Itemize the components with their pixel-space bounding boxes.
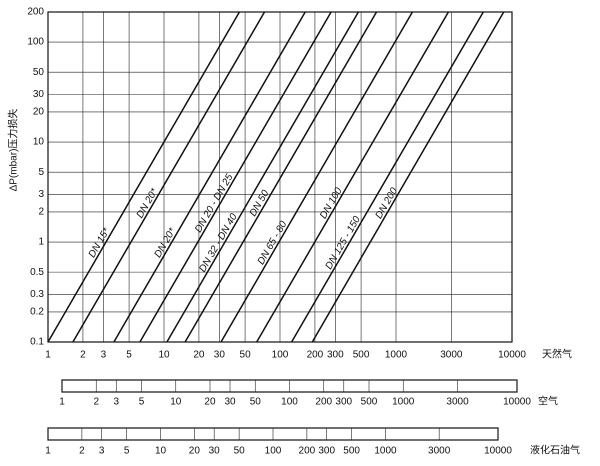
x-tick-label: 5 [126, 350, 132, 361]
line-label: DN 100 [318, 186, 345, 221]
scale-tick-label: 200 [299, 446, 316, 457]
y-tick-label: 0.5 [30, 267, 44, 278]
x-tick-label: 300 [327, 350, 344, 361]
scale-tick-label: 200 [315, 397, 332, 408]
line-label: DN 15* [87, 225, 113, 259]
scale-tick-label: 30 [209, 446, 221, 457]
scale-tick-label: 2 [79, 446, 85, 457]
scale-tick-label: 3000 [428, 446, 451, 457]
scale-tick-label: 10 [155, 446, 167, 457]
x-tick-label: 3000 [440, 350, 463, 361]
x-tick-label: 10 [158, 350, 170, 361]
scale-tick-label: 1000 [374, 446, 397, 457]
scale-tick-label: 10000 [484, 446, 512, 457]
scale-tick-label: 500 [361, 397, 378, 408]
scale-tick-label: 3 [113, 397, 119, 408]
line [113, 11, 306, 343]
x-tick-label: 30 [214, 350, 226, 361]
line [311, 11, 505, 343]
y-tick-label: 20 [33, 107, 45, 118]
x-tick-label: 20 [193, 350, 205, 361]
x-tick-label: 500 [353, 350, 370, 361]
x-tick-label: 100 [272, 350, 289, 361]
line-label: DN 20* [153, 225, 179, 259]
x-tick-label: 1000 [385, 350, 408, 361]
scale-tick-label: 50 [250, 397, 262, 408]
scale-tick-label: 1000 [392, 397, 415, 408]
y-tick-label: 50 [33, 67, 45, 78]
y-tick-label: 0.2 [30, 307, 44, 318]
line [139, 11, 332, 343]
line-label: DN 125 - 150 [324, 214, 364, 271]
line [47, 11, 241, 343]
scale-tick-label: 5 [124, 446, 130, 457]
scale-tick-label: 2 [93, 397, 99, 408]
line [290, 11, 484, 343]
scale-tick-label: 20 [204, 397, 216, 408]
y-tick-label: 200 [27, 7, 44, 18]
line-label: DN 65 - 80 [256, 219, 290, 267]
line [166, 11, 360, 343]
plot-frame [47, 11, 513, 343]
x-tick-label: 50 [240, 350, 252, 361]
y-tick-label: 0.1 [30, 337, 44, 348]
y-tick-label: 5 [38, 167, 44, 178]
scale-tick-label: 30 [224, 397, 236, 408]
line [256, 11, 450, 343]
y-tick-label: 1 [38, 237, 44, 248]
x-axis-label: 天然气 [542, 348, 572, 361]
line [220, 11, 414, 343]
scale-tick-label: 100 [265, 446, 282, 457]
scale-tick-label: 3 [99, 446, 105, 457]
scale-label: 空气 [538, 395, 558, 408]
x-tick-label: 10000 [498, 350, 526, 361]
scale-tick-label: 500 [343, 446, 360, 457]
y-tick-label: 0.3 [30, 289, 44, 300]
scale-tick-label: 5 [139, 397, 145, 408]
line-label: DN 200 [374, 186, 401, 221]
y-tick-label: 30 [33, 89, 45, 100]
scale-tick-label: 300 [335, 397, 352, 408]
scale-tick-label: 50 [234, 446, 246, 457]
x-tick-label: 1 [45, 350, 51, 361]
line [184, 11, 378, 343]
x-tick-label: 3 [101, 350, 107, 361]
scale-tick-label: 1 [59, 397, 65, 408]
scale-tick-label: 1 [45, 446, 51, 457]
x-tick-label: 2 [80, 350, 86, 361]
scale-tick-label: 100 [281, 397, 298, 408]
line [72, 11, 266, 343]
scale-tick-label: 10000 [503, 397, 531, 408]
y-tick-label: 100 [27, 37, 44, 48]
line-label: DN 20* [135, 186, 161, 220]
scale-tick-label: 3000 [446, 397, 469, 408]
line-label: DN 50 [248, 188, 272, 218]
y-tick-label: 3 [38, 189, 44, 200]
y-tick-label: 10 [33, 137, 45, 148]
scale-tick-label: 300 [318, 446, 335, 457]
y-tick-label: 2 [38, 207, 44, 218]
scale-tick-label: 10 [170, 397, 182, 408]
scale-tick-label: 20 [189, 446, 201, 457]
scale-label: 液化石油气 [530, 444, 580, 457]
y-axis-label: ΔP(mbar)压力损失 [7, 109, 20, 192]
x-tick-label: 200 [307, 350, 324, 361]
